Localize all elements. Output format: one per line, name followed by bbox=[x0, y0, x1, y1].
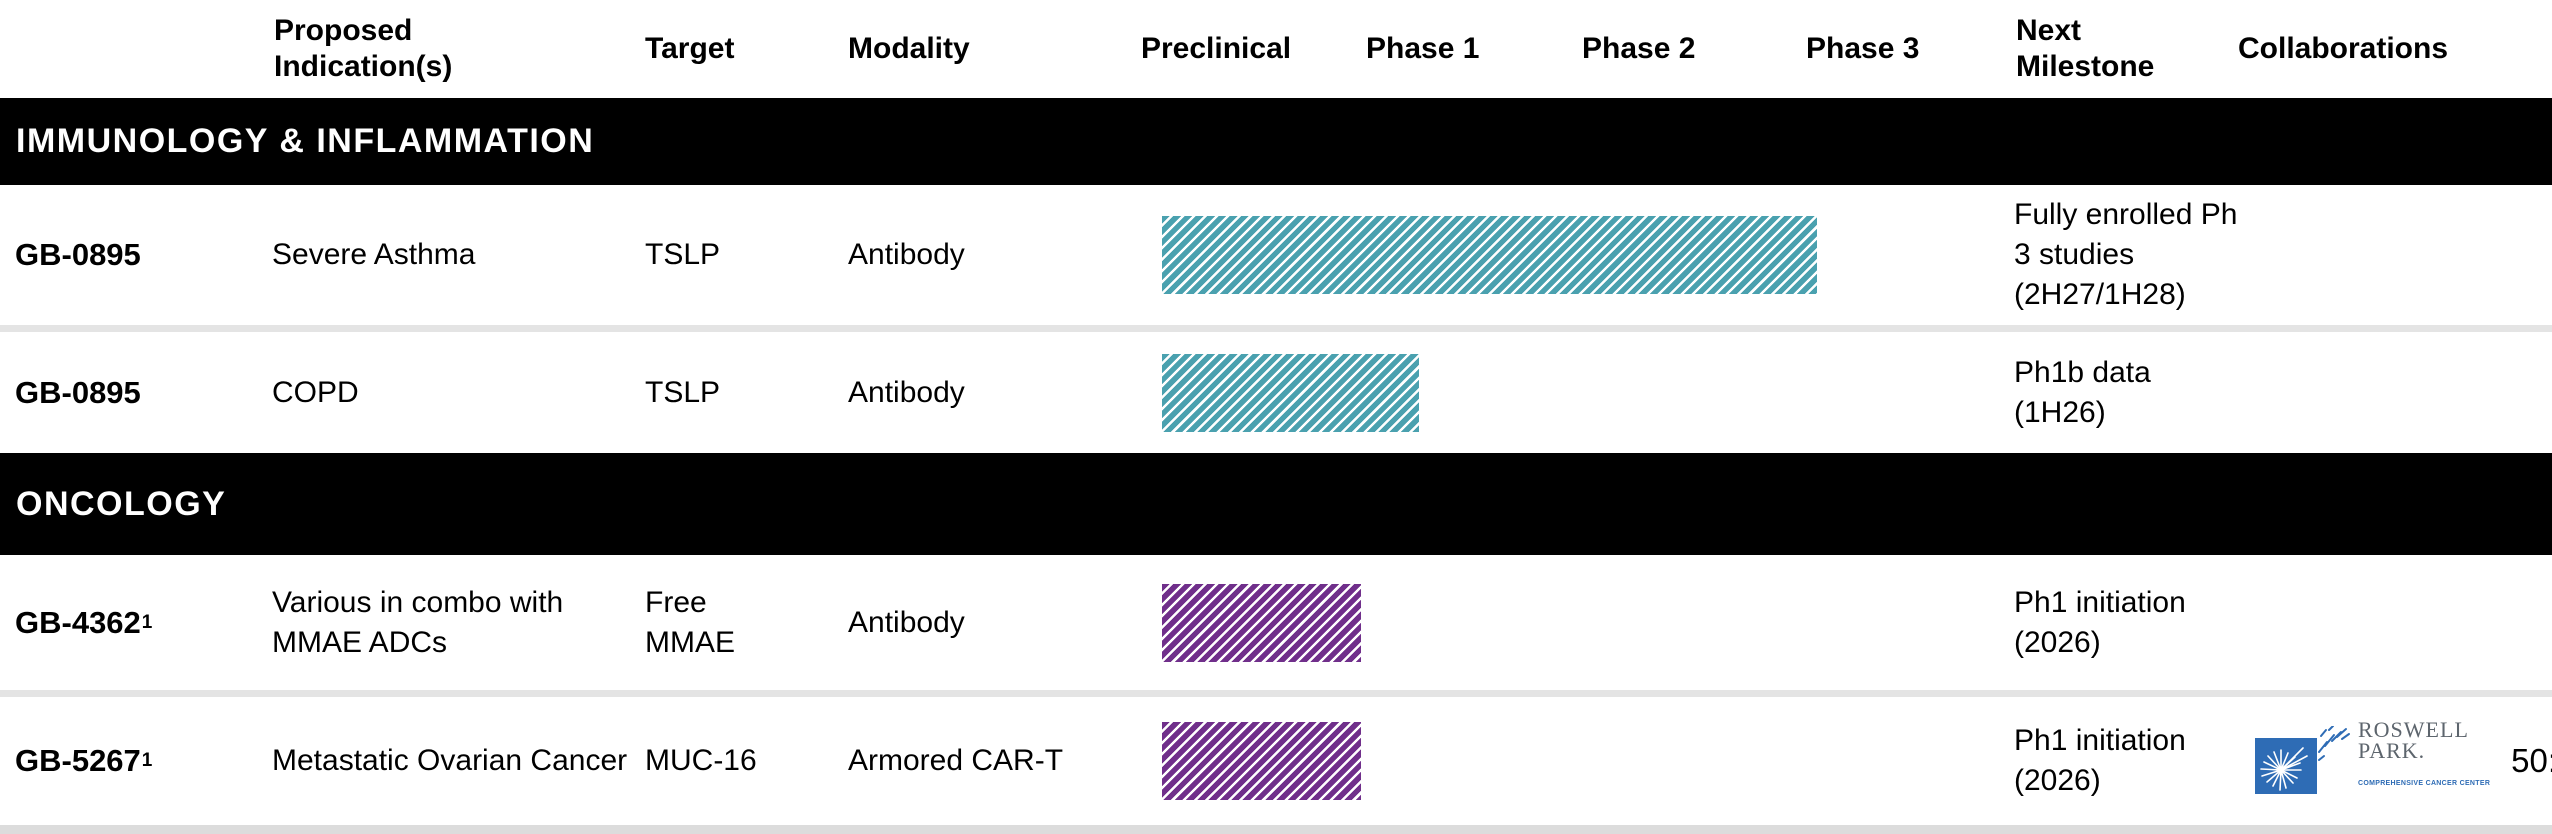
indication-cell: Various in combo with MMAE ADCs bbox=[272, 585, 564, 659]
column-header-modality: Modality bbox=[848, 32, 970, 65]
modality-cell: Antibody bbox=[848, 605, 965, 639]
roswell-park-name-line1: ROSWELL bbox=[2358, 716, 2469, 742]
target-cell: TSLP bbox=[645, 375, 721, 409]
column-header-phase-2: Phase 2 bbox=[1582, 32, 1696, 65]
section-title: IMMUNOLOGY & INFLAMMATION bbox=[16, 122, 595, 160]
program-label: GB-5267 bbox=[15, 743, 141, 778]
bottom-divider bbox=[0, 825, 2552, 834]
roswell-park-name-line2: PARK. bbox=[2358, 737, 2426, 763]
target-cell: TSLP bbox=[645, 238, 721, 271]
collaboration-cell: ROSWELL PARK. COMPREHENSIVE CANCER CENTE… bbox=[2255, 697, 2552, 825]
column-header-proposed-indications: Proposed Indication(s) bbox=[274, 14, 453, 83]
program-label: GB-4362 bbox=[15, 604, 141, 640]
column-header-preclinical: Preclinical bbox=[1141, 32, 1292, 65]
program-name: GB-0895 bbox=[15, 185, 260, 325]
section-banner-oncology: ONCOLOGY bbox=[0, 453, 2552, 555]
column-header-collaborations: Collaborations bbox=[2238, 32, 2449, 65]
indication-cell: COPD bbox=[272, 375, 359, 409]
column-header-target: Target bbox=[645, 32, 735, 65]
pipeline-progress-bar bbox=[1162, 353, 1419, 432]
modality-cell: Armored CAR-T bbox=[848, 744, 1064, 777]
column-header-phase-3: Phase 3 bbox=[1806, 32, 1920, 65]
next-milestone-cell: Fully enrolled Ph 3 studies (2H27/1H28) bbox=[2014, 198, 2238, 311]
roswell-park-logo-text: ROSWELL PARK. COMPREHENSIVE CANCER CENTE… bbox=[2358, 716, 2491, 804]
table-header-row: Proposed Indication(s) Target Modality P… bbox=[0, 0, 2552, 98]
section-banner-immunology-inflammation: IMMUNOLOGY & INFLAMMATION bbox=[0, 98, 2552, 185]
table-row: GB-0895 Severe Asthma TSLP Antibody Full… bbox=[0, 185, 2552, 325]
pipeline-progress-bar bbox=[1162, 722, 1361, 800]
column-header-next-milestone: Next Milestone bbox=[2016, 14, 2155, 83]
program-label: GB-0895 bbox=[15, 237, 141, 272]
target-cell: MUC-16 bbox=[645, 744, 757, 777]
column-header-phase-1: Phase 1 bbox=[1366, 32, 1480, 65]
program-name: GB-0895 bbox=[15, 332, 260, 453]
next-milestone-cell: Ph1b data (1H26) bbox=[2014, 355, 2151, 429]
roswell-park-logo: ROSWELL PARK. COMPREHENSIVE CANCER CENTE… bbox=[2255, 716, 2491, 804]
roswell-park-tagline: COMPREHENSIVE CANCER CENTER bbox=[2358, 779, 2491, 787]
pipeline-progress-bar bbox=[1162, 583, 1361, 662]
table-row: GB-0895 COPD TSLP Antibody Ph1b data (1H… bbox=[0, 332, 2552, 453]
modality-cell: Antibody bbox=[848, 375, 965, 409]
indication-cell: Metastatic Ovarian Cancer bbox=[272, 744, 628, 777]
modality-cell: Antibody bbox=[848, 238, 965, 271]
program-name: GB-4362 1 bbox=[15, 555, 260, 690]
target-cell: Free MMAE bbox=[645, 585, 735, 659]
section-title: ONCOLOGY bbox=[16, 484, 227, 523]
program-name: GB-5267 1 bbox=[15, 697, 260, 825]
roswell-park-starburst-icon bbox=[2255, 726, 2350, 794]
indication-cell: Severe Asthma bbox=[272, 238, 476, 271]
pipeline-progress-bar bbox=[1162, 216, 1817, 294]
row-divider bbox=[0, 690, 2552, 697]
ownership-ratio: 50:50 bbox=[2511, 742, 2552, 779]
row-divider bbox=[0, 325, 2552, 332]
program-label: GB-0895 bbox=[15, 374, 141, 410]
next-milestone-cell: Ph1 initiation (2026) bbox=[2014, 585, 2186, 659]
next-milestone-cell: Ph1 initiation (2026) bbox=[2014, 724, 2186, 797]
table-row: GB-5267 1 Metastatic Ovarian Cancer MUC-1… bbox=[0, 697, 2552, 825]
table-row: GB-4362 1 Various in combo with MMAE ADCs… bbox=[0, 555, 2552, 690]
